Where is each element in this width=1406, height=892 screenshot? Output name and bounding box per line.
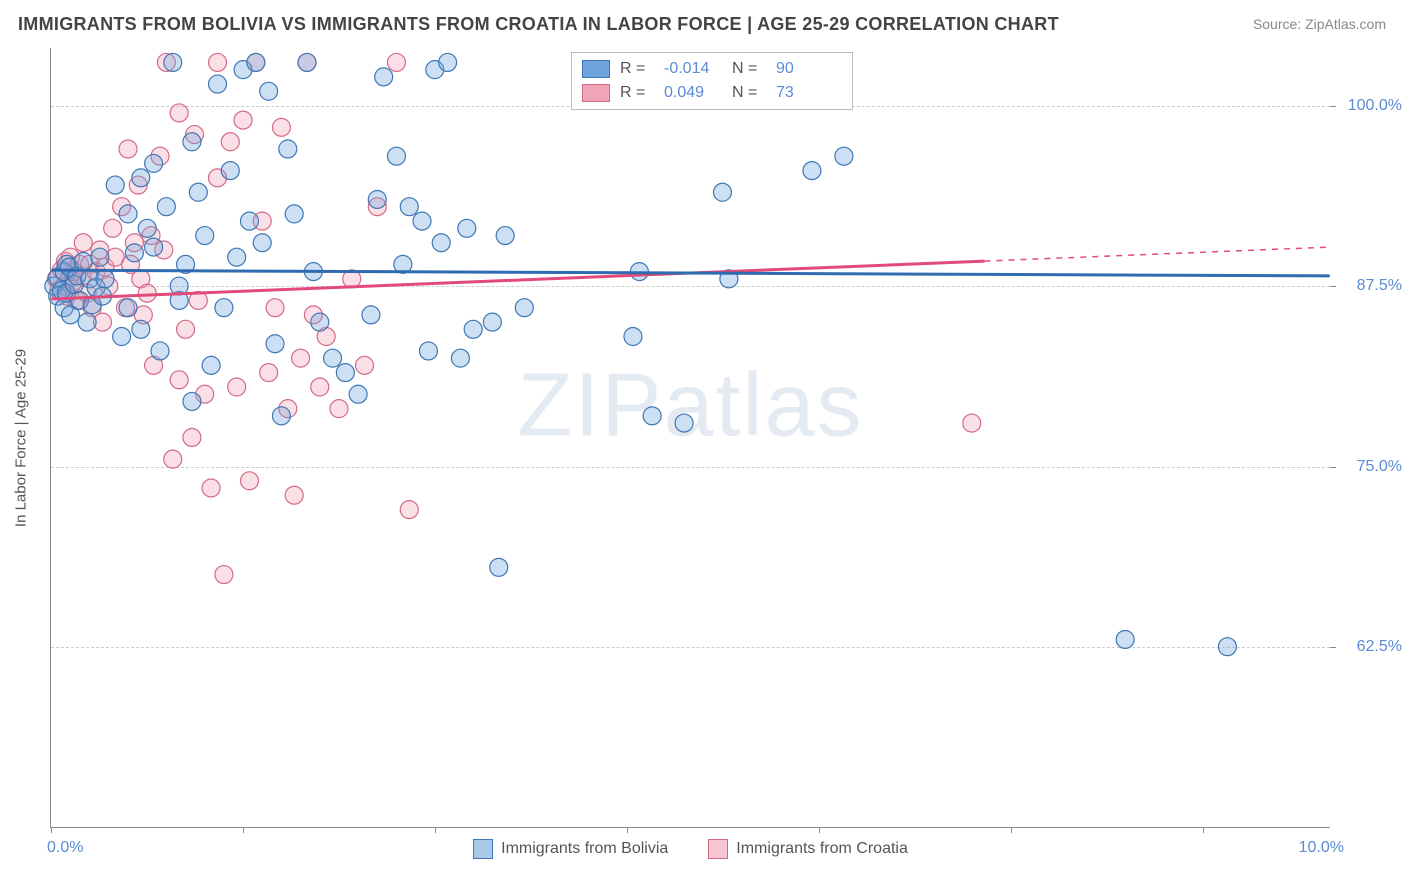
legend-r-label: R = <box>620 84 654 102</box>
legend-r-value-croatia: 0.049 <box>664 84 722 102</box>
chart-plot-area: In Labor Force | Age 25-29 62.5%75.0%87.… <box>50 48 1330 828</box>
y-tick-label: 62.5% <box>1357 638 1402 656</box>
chart-title: IMMIGRANTS FROM BOLIVIA VS IMMIGRANTS FR… <box>18 14 1059 35</box>
legend-r-value-bolivia: -0.014 <box>664 60 722 78</box>
legend-r-label: R = <box>620 60 654 78</box>
scatter-svg <box>51 48 1330 827</box>
y-tick-label: 75.0% <box>1357 458 1402 476</box>
legend-swatch-bolivia <box>582 60 610 78</box>
legend-swatch-icon <box>708 839 728 859</box>
legend-item-croatia: Immigrants from Croatia <box>708 839 908 859</box>
y-axis-label: In Labor Force | Age 25-29 <box>13 348 30 526</box>
legend-swatch-croatia <box>582 84 610 102</box>
legend-row-bolivia: R = -0.014 N = 90 <box>582 57 834 81</box>
series-legend: Immigrants from Bolivia Immigrants from … <box>51 839 1330 859</box>
legend-n-label: N = <box>732 60 766 78</box>
legend-label-bolivia: Immigrants from Bolivia <box>501 840 668 858</box>
legend-n-label: N = <box>732 84 766 102</box>
legend-n-value-bolivia: 90 <box>776 60 834 78</box>
legend-row-croatia: R = 0.049 N = 73 <box>582 81 834 105</box>
correlation-legend: R = -0.014 N = 90 R = 0.049 N = 73 <box>571 52 853 110</box>
legend-swatch-icon <box>473 839 493 859</box>
legend-label-croatia: Immigrants from Croatia <box>736 840 908 858</box>
source-attribution: Source: ZipAtlas.com <box>1253 16 1386 32</box>
y-tick-label: 87.5% <box>1357 277 1402 295</box>
legend-item-bolivia: Immigrants from Bolivia <box>473 839 668 859</box>
y-tick-label: 100.0% <box>1348 97 1402 115</box>
legend-n-value-croatia: 73 <box>776 84 834 102</box>
